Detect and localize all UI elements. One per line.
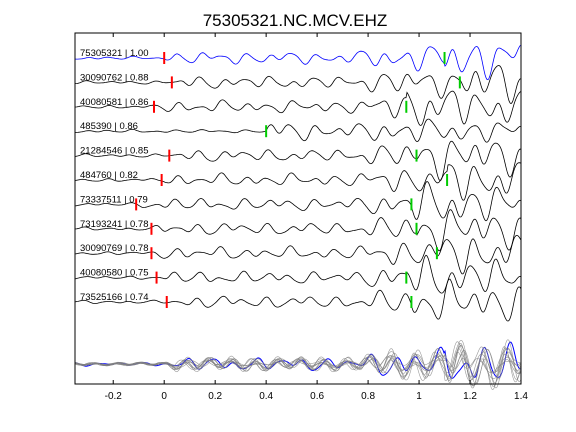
trace-label: 21284546 | 0.85 [80, 146, 149, 157]
trace-label: 30090762 | 0.88 [80, 72, 149, 83]
trace-label: 73337511 | 0.79 [80, 194, 148, 205]
x-tick-label: 1 [416, 391, 422, 402]
x-tick-label: 1.2 [463, 391, 477, 402]
x-tick-label: 0.4 [259, 391, 273, 402]
x-tick-label: -0.2 [105, 391, 123, 402]
trace-row: 73337511 | 0.79 [74, 181, 522, 222]
chart-title: 75305321.NC.MCV.EHZ [203, 11, 388, 30]
trace-label: 30090769 | 0.78 [80, 243, 149, 254]
trace-waveform [75, 162, 522, 201]
x-tick-label: 1.4 [514, 391, 528, 402]
trace-label: 73193241 | 0.78 [80, 219, 149, 230]
trace-waveform [74, 234, 522, 275]
trace-label: 484760 | 0.82 [80, 170, 138, 181]
trace-waveform [74, 44, 522, 81]
stack-waveform [74, 346, 522, 390]
trace-label: 40080581 | 0.86 [80, 97, 149, 108]
trace-row: 484760 | 0.82 [75, 162, 522, 201]
trace-waveform [75, 65, 522, 105]
x-axis: -0.2 0 0.2 0.4 0.6 0.8 1 1.2 1.4 [105, 33, 528, 402]
x-tick-label: 0.2 [208, 391, 222, 402]
trace-row: 73525166 | 0.74 [74, 278, 522, 322]
stack-overlay [74, 339, 522, 390]
trace-waveform [74, 118, 521, 143]
x-tick-label: 0 [161, 391, 167, 402]
x-tick-label: 0.6 [310, 391, 324, 402]
trace-row: 485390 | 0.86 [74, 118, 521, 143]
trace-row: 30090762 | 0.88 [75, 65, 522, 105]
trace-waveform [74, 140, 522, 182]
axes-frame [74, 32, 522, 385]
trace-label: 75305321 | 1.00 [80, 48, 149, 59]
trace-row: 40080581 | 0.86 [74, 90, 522, 126]
stack-waveform [74, 343, 522, 387]
trace-waveform [74, 209, 522, 252]
trace-label: 485390 | 0.86 [80, 121, 138, 132]
trace-waveform [74, 90, 522, 126]
stack-waveform [75, 345, 522, 385]
trace-waveform [74, 278, 522, 322]
trace-row: 21284546 | 0.85 [74, 140, 522, 182]
trace-row: 75305321 | 1.00 [74, 44, 522, 81]
trace-label: 40080580 | 0.75 [80, 268, 149, 279]
trace-row: 30090769 | 0.78 [74, 234, 522, 275]
trace-row: 40080580 | 0.75 [74, 254, 522, 294]
stack-waveform [74, 344, 522, 387]
trace-row: 73193241 | 0.78 [74, 209, 522, 252]
plot-area: 75305321 | 1.00 30090762 | 0.88 40080581 |… [74, 44, 522, 390]
trace-waveform [74, 181, 522, 222]
trace-label: 73525166 | 0.74 [80, 292, 149, 303]
x-tick-label: 0.8 [361, 391, 375, 402]
